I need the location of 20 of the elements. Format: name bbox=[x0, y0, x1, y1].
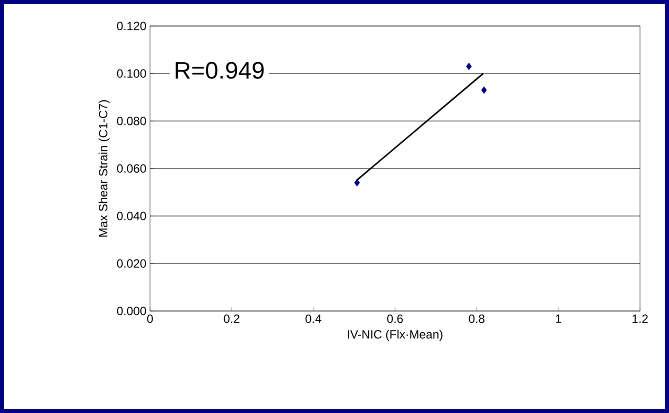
x-tick-label: 0.4 bbox=[306, 314, 322, 323]
y-tick-label: 0.060 bbox=[117, 164, 146, 173]
x-tick-label: 0.6 bbox=[387, 314, 403, 323]
x-tick-label: 0.8 bbox=[468, 314, 484, 323]
point bbox=[481, 86, 487, 94]
y-tick-label: 0.100 bbox=[117, 69, 146, 78]
y-tick-label: 0.020 bbox=[117, 259, 146, 268]
point bbox=[354, 179, 360, 186]
y-tick-label: 0.040 bbox=[117, 212, 146, 220]
y-tick-label: 0.080 bbox=[117, 116, 146, 126]
y-tick-label: 0.120 bbox=[117, 22, 146, 30]
x-tick-label: 1 bbox=[556, 314, 562, 323]
x-tick-label: 0.2 bbox=[224, 314, 240, 323]
annotation: R=0.949 bbox=[176, 62, 264, 79]
x-tick-label: 0 bbox=[147, 314, 153, 323]
x-axis-title: IV-NIC (Flx·Mean) bbox=[348, 330, 442, 341]
point bbox=[466, 62, 472, 70]
x-tick-label: 1.2 bbox=[632, 314, 648, 323]
y-axis-title: Max Shear Strain (C1-C7) bbox=[98, 100, 110, 237]
y-tick-label: 0.000 bbox=[117, 306, 146, 316]
